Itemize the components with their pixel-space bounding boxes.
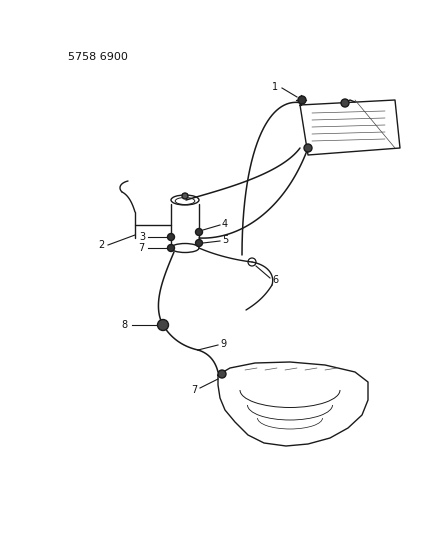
Text: 7: 7 bbox=[191, 385, 197, 395]
Circle shape bbox=[196, 239, 202, 246]
Text: 7: 7 bbox=[138, 243, 144, 253]
Circle shape bbox=[158, 319, 169, 330]
Circle shape bbox=[218, 370, 226, 378]
Text: 4: 4 bbox=[222, 219, 228, 229]
Text: 2: 2 bbox=[99, 240, 105, 250]
Circle shape bbox=[167, 233, 175, 240]
Text: 8: 8 bbox=[122, 320, 128, 330]
Text: 9: 9 bbox=[220, 339, 226, 349]
Circle shape bbox=[196, 229, 202, 236]
Text: 5: 5 bbox=[222, 235, 228, 245]
Circle shape bbox=[341, 99, 349, 107]
Circle shape bbox=[298, 96, 306, 104]
Text: 6: 6 bbox=[272, 275, 278, 285]
Text: 5758 6900: 5758 6900 bbox=[68, 52, 128, 62]
Circle shape bbox=[182, 193, 188, 199]
Text: 1: 1 bbox=[272, 82, 278, 92]
Circle shape bbox=[304, 144, 312, 152]
Circle shape bbox=[167, 245, 175, 252]
Text: 3: 3 bbox=[139, 232, 145, 242]
